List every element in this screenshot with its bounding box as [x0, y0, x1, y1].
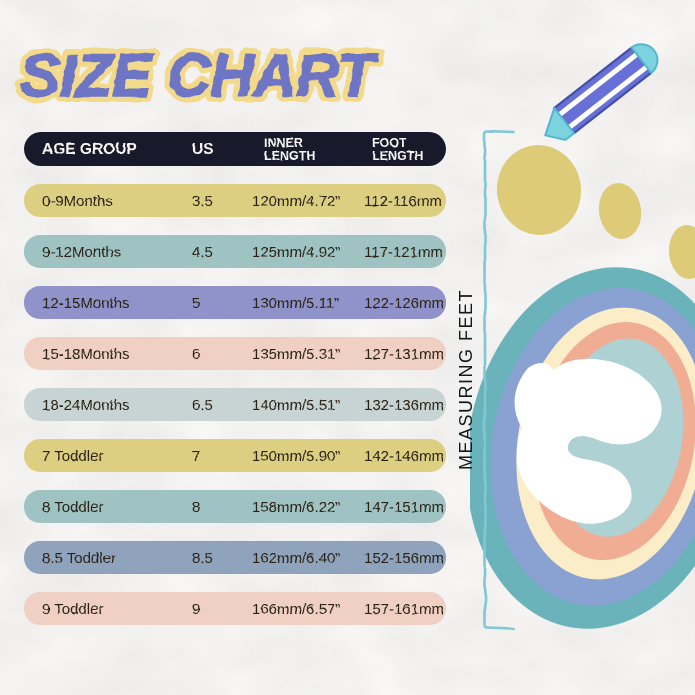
- svg-text:8: 8: [192, 499, 200, 516]
- svg-text:7 Toddler: 7 Toddler: [42, 448, 103, 465]
- svg-text:8 Toddler: 8 Toddler: [42, 499, 103, 516]
- svg-text:9-12Months: 9-12Months: [42, 244, 121, 261]
- svg-text:162mm/6.40”: 162mm/6.40”: [252, 550, 340, 567]
- svg-text:140mm/5.51”: 140mm/5.51”: [252, 397, 340, 414]
- svg-text:LENGTH: LENGTH: [372, 149, 423, 163]
- svg-text:122-126mm: 122-126mm: [364, 295, 444, 312]
- svg-text:142-146mm: 142-146mm: [364, 448, 444, 465]
- svg-text:SIZE CHART: SIZE CHART: [20, 42, 379, 109]
- svg-text:9 Toddler: 9 Toddler: [42, 601, 103, 618]
- svg-text:120mm/4.72”: 120mm/4.72”: [252, 193, 340, 210]
- svg-text:INNER: INNER: [264, 136, 303, 150]
- svg-text:6.5: 6.5: [192, 397, 213, 414]
- svg-text:US: US: [192, 141, 214, 158]
- svg-text:12-15Months: 12-15Months: [42, 295, 130, 312]
- svg-text:9: 9: [192, 601, 200, 618]
- svg-text:AGE GROUP: AGE GROUP: [42, 141, 137, 158]
- svg-text:132-136mm: 132-136mm: [364, 397, 444, 414]
- svg-text:125mm/4.92”: 125mm/4.92”: [252, 244, 340, 261]
- svg-text:3.5: 3.5: [192, 193, 213, 210]
- svg-text:7: 7: [192, 448, 200, 465]
- svg-text:FOOT: FOOT: [372, 136, 407, 150]
- svg-text:127-131mm: 127-131mm: [364, 346, 444, 363]
- svg-text:166mm/6.57”: 166mm/6.57”: [252, 601, 340, 618]
- svg-text:147-151mm: 147-151mm: [364, 499, 444, 516]
- svg-text:152-156mm: 152-156mm: [364, 550, 444, 567]
- svg-text:150mm/5.90”: 150mm/5.90”: [252, 448, 340, 465]
- svg-text:130mm/5.11”: 130mm/5.11”: [252, 295, 339, 312]
- svg-text:6: 6: [192, 346, 200, 363]
- svg-text:LENGTH: LENGTH: [264, 149, 315, 163]
- svg-text:135mm/5.31”: 135mm/5.31”: [252, 346, 340, 363]
- svg-text:112-116mm: 112-116mm: [364, 193, 442, 210]
- svg-text:117-121mm: 117-121mm: [364, 244, 443, 261]
- svg-text:157-161mm: 157-161mm: [364, 601, 444, 618]
- svg-text:0-9Months: 0-9Months: [42, 193, 113, 210]
- svg-text:18-24Months: 18-24Months: [42, 397, 130, 414]
- svg-text:8.5 Toddler: 8.5 Toddler: [42, 550, 116, 567]
- svg-text:8.5: 8.5: [192, 550, 213, 567]
- svg-text:MEASURING FEET: MEASURING FEET: [456, 289, 476, 470]
- svg-text:4.5: 4.5: [192, 244, 213, 261]
- svg-text:5: 5: [192, 295, 200, 312]
- svg-text:158mm/6.22”: 158mm/6.22”: [252, 499, 340, 516]
- svg-text:15-18Months: 15-18Months: [42, 346, 130, 363]
